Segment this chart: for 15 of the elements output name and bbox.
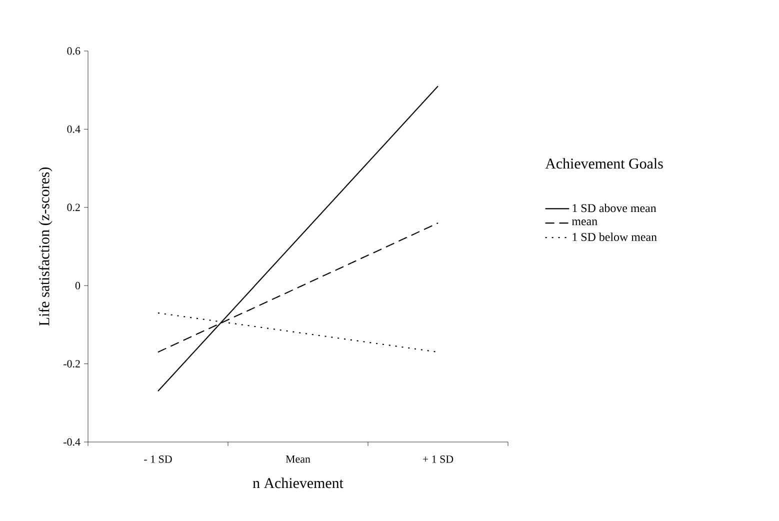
legend-label: 1 SD below mean — [572, 232, 657, 242]
y-tick-label: -0.4 — [64, 438, 80, 446]
y-tick-label: -0.2 — [64, 360, 80, 368]
x-axis-title: n Achievement — [252, 478, 344, 488]
legend-label: 1 SD above mean — [572, 204, 656, 212]
x-tick-label: + 1 SD — [422, 455, 454, 463]
x-tick-label: - 1 SD — [144, 455, 172, 463]
y-axis-title: Life satisfaction (z-scores) — [38, 167, 52, 326]
legend-title: Achievement Goals — [545, 158, 663, 169]
y-tick-label: 0 — [75, 282, 80, 290]
legend-label: mean — [572, 220, 598, 226]
y-tick-label: 0.2 — [67, 204, 80, 212]
y-tick-label: 0.4 — [67, 125, 80, 133]
y-tick-label: 0.6 — [67, 47, 80, 55]
x-tick-label: Mean — [286, 455, 310, 463]
